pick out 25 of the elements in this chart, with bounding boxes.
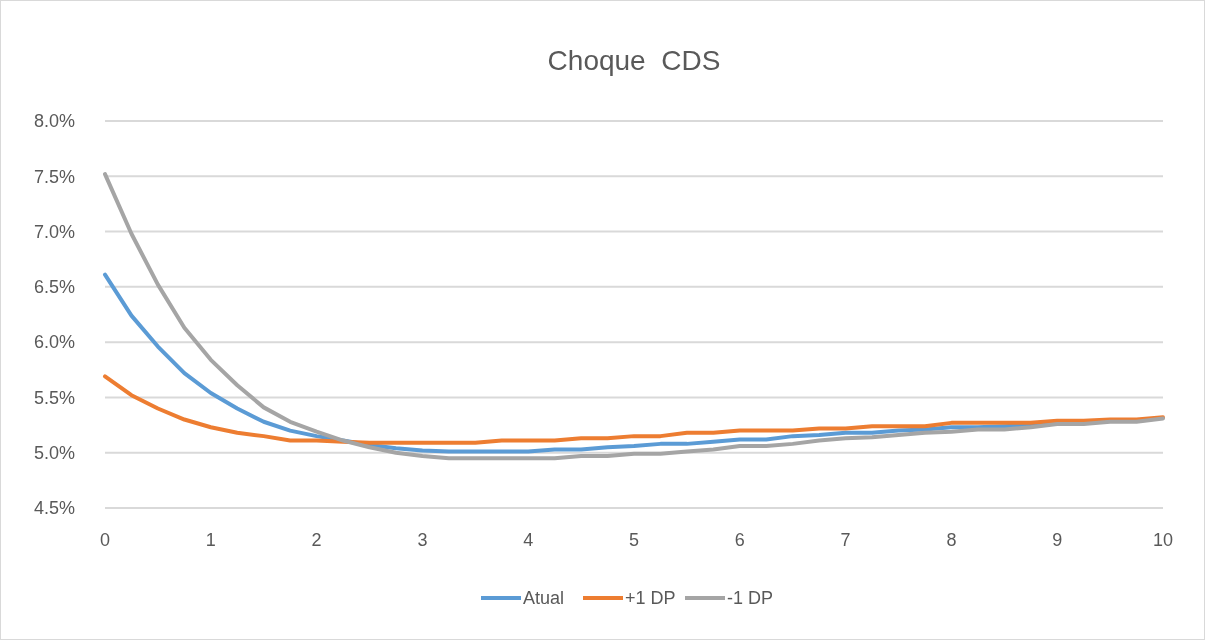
- x-tick-label: 10: [1152, 530, 1174, 550]
- y-tick-label: 8.0%: [33, 111, 75, 132]
- legend-label: -1 DP: [727, 588, 774, 609]
- x-tick-label: 3: [417, 530, 428, 550]
- line-series: [103, 374, 1165, 445]
- y-tick-label: 5.5%: [33, 387, 75, 408]
- legend-label: Atual: [523, 588, 565, 609]
- line-series: [103, 172, 1165, 461]
- x-tick-label: 1: [205, 530, 216, 550]
- y-tick-label: 5.0%: [33, 443, 75, 464]
- x-tick-label: 6: [734, 530, 745, 550]
- y-tick-label: 4.5%: [33, 498, 75, 519]
- y-tick-label: 7.0%: [33, 221, 75, 242]
- y-tick-label: 6.0%: [33, 332, 75, 353]
- legend-label: +1 DP: [625, 588, 676, 609]
- chart-title: Choque CDS: [547, 45, 721, 76]
- x-tick-label: 7: [840, 530, 851, 550]
- y-tick-label: 7.5%: [33, 166, 75, 187]
- x-tick-label: 4: [523, 530, 534, 550]
- x-tick-label: 8: [946, 530, 957, 550]
- x-tick-label: 5: [628, 530, 640, 550]
- x-tick-label: 9: [1052, 530, 1063, 550]
- x-tick-label: 0: [99, 530, 111, 550]
- x-tick-label: 2: [311, 530, 322, 550]
- y-tick-label: 6.5%: [33, 277, 75, 298]
